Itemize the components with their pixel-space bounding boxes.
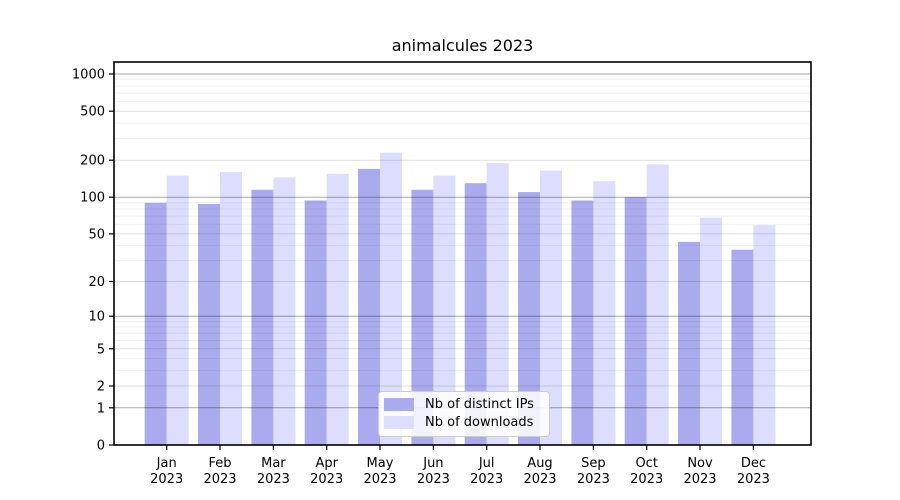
x-tick-label-month: Jan (156, 456, 177, 471)
bar-downloads-oct (646, 164, 669, 445)
bar-distinct-ips-aug (518, 192, 540, 445)
bar-distinct-ips-may (358, 168, 380, 445)
bar-downloads-jun (433, 175, 456, 445)
x-tick-label-year: 2023 (203, 472, 236, 487)
bar-downloads-may (380, 152, 402, 445)
x-tick-label-month: Apr (315, 456, 338, 471)
x-tick-label-year: 2023 (417, 472, 450, 487)
bar-downloads-feb (220, 172, 242, 445)
y-tick-label: 5 (97, 342, 105, 357)
x-tick-label-year: 2023 (577, 472, 610, 487)
plot-border (113, 61, 812, 446)
bar-distinct-ips-apr (304, 200, 327, 445)
x-tick-label-year: 2023 (257, 472, 290, 487)
bar-distinct-ips-jun (411, 189, 434, 445)
x-tick-label-year: 2023 (683, 472, 716, 487)
bar-distinct-ips-oct (624, 197, 647, 445)
legend-label-downloads: Nb of downloads (425, 415, 534, 430)
bar-distinct-ips-mar (251, 189, 274, 445)
y-tick-label: 20 (88, 275, 105, 290)
x-tick-label-month: Aug (527, 456, 552, 471)
legend-item-downloads: Nb of downloads (384, 415, 540, 430)
bar-downloads-dec (753, 225, 776, 445)
x-tick-label-month: Nov (687, 456, 713, 471)
y-tick-label: 200 (80, 154, 105, 169)
bar-downloads-jul (486, 163, 509, 445)
legend-item-distinct-ips: Nb of distinct IPs (384, 397, 540, 412)
legend-swatch-distinct-ips (384, 398, 414, 411)
x-tick-label-year: 2023 (310, 472, 343, 487)
bar-distinct-ips-dec (731, 249, 754, 445)
bar-downloads-apr (326, 173, 349, 446)
bar-downloads-mar (273, 177, 296, 445)
bar-distinct-ips-feb (198, 204, 220, 445)
x-tick-label-year: 2023 (363, 472, 396, 487)
chart-title: animalcules 2023 (391, 36, 534, 55)
x-tick-label-year: 2023 (523, 472, 556, 487)
legend-swatch-downloads (384, 416, 414, 429)
bar-downloads-aug (540, 170, 562, 445)
bar-downloads-sep (593, 181, 616, 445)
y-tick-label: 100 (80, 191, 105, 206)
y-tick-label: 1000 (72, 68, 105, 83)
x-tick-label-month: Oct (635, 456, 657, 471)
x-tick-label-month: May (367, 456, 394, 471)
bar-distinct-ips-jan (144, 202, 167, 445)
x-tick-label-year: 2023 (470, 472, 503, 487)
x-tick-label-year: 2023 (150, 472, 183, 487)
y-tick-label: 0 (97, 439, 105, 454)
x-tick-label-year: 2023 (737, 472, 770, 487)
legend-label-distinct-ips: Nb of distinct IPs (425, 397, 534, 412)
y-tick-label: 50 (88, 227, 105, 242)
x-tick-label-month: Mar (261, 456, 286, 471)
x-tick-label-month: Dec (741, 456, 766, 471)
bar-downloads-jan (166, 175, 189, 445)
bar-distinct-ips-jul (464, 183, 487, 445)
y-tick-label: 1 (97, 401, 105, 416)
bar-distinct-ips-sep (571, 200, 594, 445)
x-tick-label-month: Jul (478, 456, 495, 471)
bar-distinct-ips-nov (678, 241, 700, 445)
bar-downloads-nov (700, 217, 722, 445)
x-tick-label-month: Jun (422, 456, 443, 471)
x-tick-label-month: Sep (581, 456, 606, 471)
y-tick-label: 500 (80, 105, 105, 120)
x-tick-label-year: 2023 (630, 472, 663, 487)
y-tick-label: 2 (97, 380, 105, 395)
y-tick-label: 10 (88, 310, 105, 325)
x-tick-label-month: Feb (208, 456, 231, 471)
legend: Nb of distinct IPs Nb of downloads (378, 391, 550, 437)
